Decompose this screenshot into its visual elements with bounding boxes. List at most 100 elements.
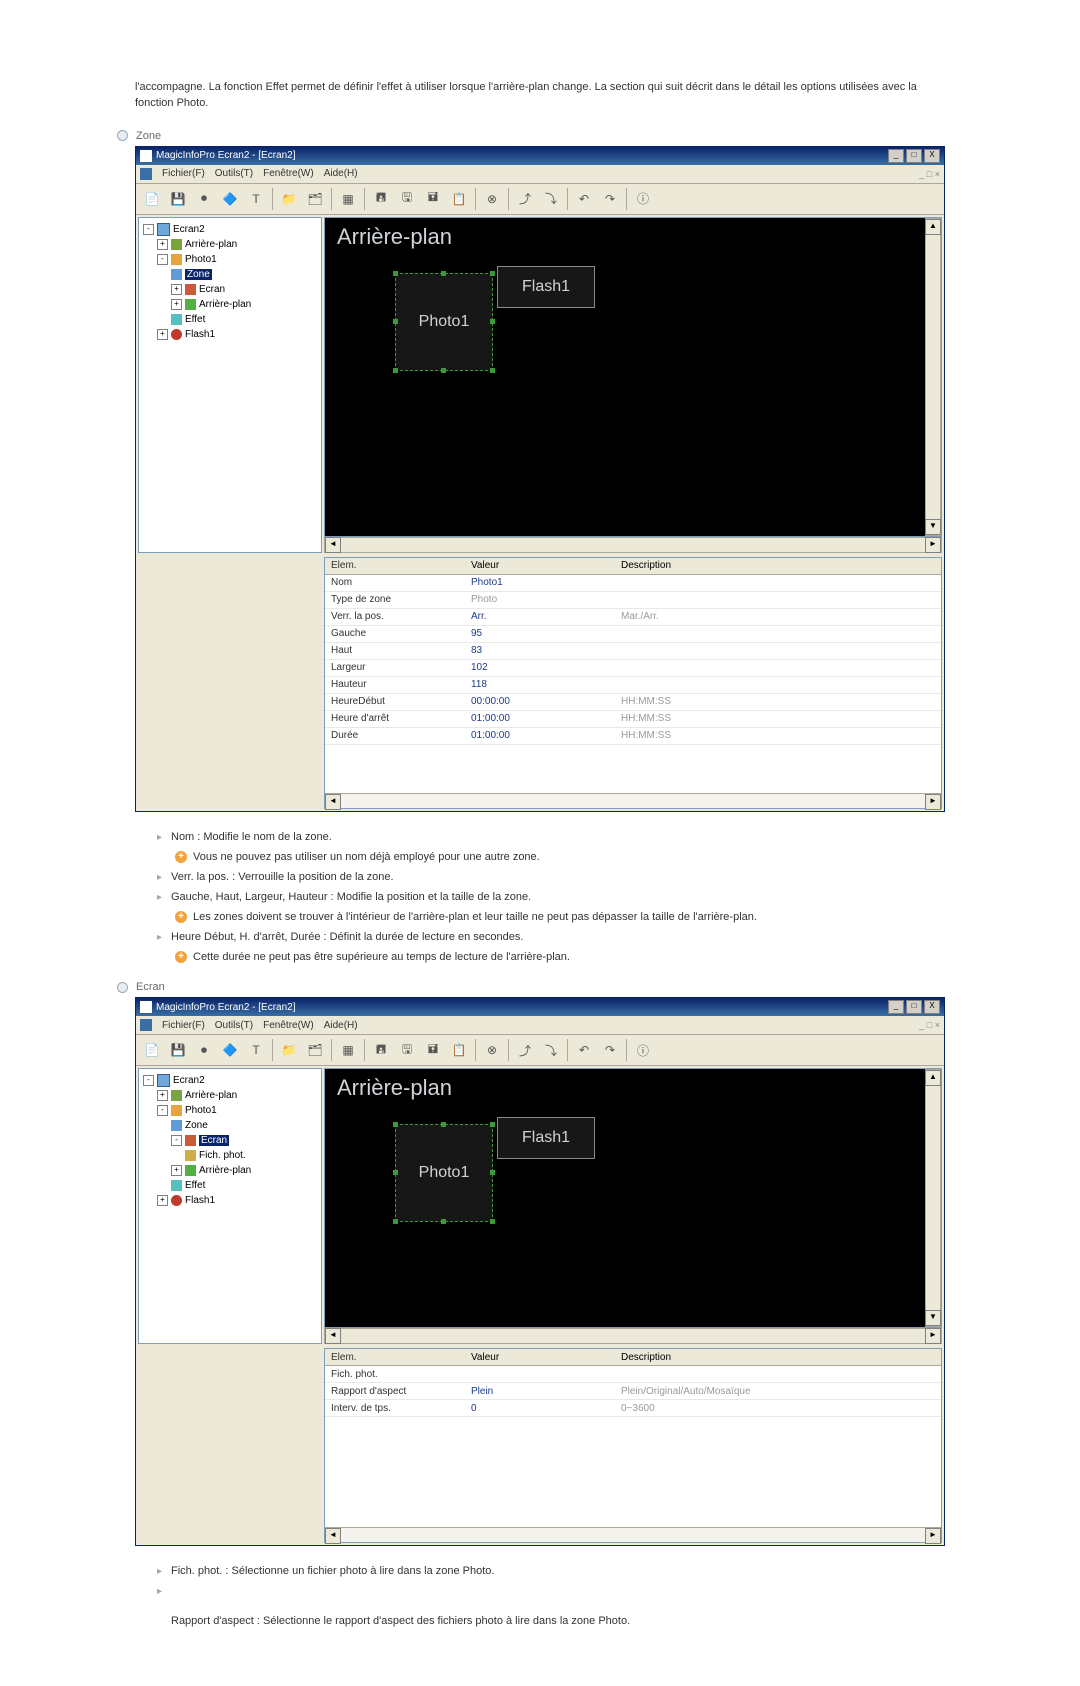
tree-flash1[interactable]: Flash1 (185, 1195, 215, 1206)
toolbar-button[interactable]: ⤴ (513, 187, 537, 211)
mdi-controls[interactable]: _ □ × (919, 1020, 940, 1030)
scroll-right-icon[interactable]: ► (925, 537, 941, 553)
collapse-icon[interactable]: - (143, 1075, 154, 1086)
toolbar-button[interactable]: ↶ (572, 1038, 596, 1062)
maximize-button[interactable]: □ (906, 1000, 922, 1014)
tree-pane[interactable]: -Ecran2 +Arrière-plan -Photo1 Zone +Ecra… (138, 217, 322, 553)
vertical-scrollbar[interactable]: ▲ ▼ (925, 1069, 941, 1327)
resize-handle-icon[interactable] (393, 368, 398, 373)
cell-value[interactable]: Photo1 (465, 577, 615, 588)
tree-effet[interactable]: Effet (185, 1180, 205, 1191)
menu-tools[interactable]: Outils(T) (215, 168, 253, 179)
cell-value[interactable]: Plein (465, 1386, 615, 1397)
toolbar-button[interactable]: 📋 (447, 187, 471, 211)
resize-handle-icon[interactable] (490, 368, 495, 373)
toolbar-button[interactable]: ⤵ (539, 1038, 563, 1062)
tree-arriere[interactable]: Arrière-plan (185, 239, 237, 250)
toolbar-button[interactable]: 📄 (140, 187, 164, 211)
collapse-icon[interactable]: - (157, 254, 168, 265)
resize-handle-icon[interactable] (393, 319, 398, 324)
scroll-down-icon[interactable]: ▼ (925, 1310, 941, 1326)
collapse-icon[interactable]: - (171, 1135, 182, 1146)
cell-value[interactable]: Arr. (465, 611, 615, 622)
maximize-button[interactable]: □ (906, 149, 922, 163)
cell-value[interactable]: 01:00:00 (465, 730, 615, 741)
resize-handle-icon[interactable] (441, 368, 446, 373)
scroll-up-icon[interactable]: ▲ (925, 1070, 941, 1086)
expand-icon[interactable]: + (157, 1090, 168, 1101)
resize-handle-icon[interactable] (441, 1219, 446, 1224)
resize-handle-icon[interactable] (490, 1219, 495, 1224)
toolbar-button[interactable]: 💾 (166, 187, 190, 211)
toolbar-button[interactable]: 📋 (447, 1038, 471, 1062)
toolbar-button[interactable]: T (244, 1038, 268, 1062)
resize-handle-icon[interactable] (393, 271, 398, 276)
scroll-left-icon[interactable]: ◄ (325, 1528, 341, 1544)
toolbar-button[interactable]: 💾 (166, 1038, 190, 1062)
toolbar-button[interactable]: ↷ (598, 1038, 622, 1062)
toolbar-button[interactable]: ↶ (572, 187, 596, 211)
toolbar-button[interactable]: 🔷 (218, 1038, 242, 1062)
cell-value[interactable]: 83 (465, 645, 615, 656)
scroll-track[interactable] (341, 794, 925, 808)
toolbar-button[interactable]: ⊗ (480, 187, 504, 211)
tree-zone[interactable]: Zone (185, 269, 212, 280)
menu-file[interactable]: Fichier(F) (162, 168, 205, 179)
tree-flash1[interactable]: Flash1 (185, 329, 215, 340)
table-scrollbar[interactable]: ◄ ► (325, 793, 941, 808)
expand-icon[interactable]: + (171, 284, 182, 295)
table-row[interactable]: HeureDébut00:00:00HH:MM:SS (325, 694, 941, 711)
tree-photo1[interactable]: Photo1 (185, 254, 217, 265)
vertical-scrollbar[interactable]: ▲ ▼ (925, 218, 941, 536)
cell-value[interactable]: 00:00:00 (465, 696, 615, 707)
table-scrollbar[interactable]: ◄ ► (325, 1527, 941, 1542)
close-button[interactable]: X (924, 149, 940, 163)
toolbar-button[interactable]: T (244, 187, 268, 211)
horizontal-scrollbar[interactable]: ◄ ► (324, 537, 942, 553)
menu-window[interactable]: Fenêtre(W) (263, 1020, 314, 1031)
toolbar-button[interactable]: ↷ (598, 187, 622, 211)
minimize-button[interactable]: _ (888, 1000, 904, 1014)
scroll-left-icon[interactable]: ◄ (325, 537, 341, 553)
toolbar-button[interactable]: 🔷 (218, 187, 242, 211)
cell-value[interactable]: 102 (465, 662, 615, 673)
tree-effet[interactable]: Effet (185, 314, 205, 325)
table-row[interactable]: Hauteur118 (325, 677, 941, 694)
scroll-left-icon[interactable]: ◄ (325, 794, 341, 810)
canvas-flash-box[interactable]: Flash1 (497, 266, 595, 308)
toolbar-button[interactable]: 🗂 (303, 187, 327, 211)
canvas[interactable]: Arrière-plan Photo1 Flash1 (324, 1068, 942, 1328)
toolbar-button[interactable]: 🗂 (303, 1038, 327, 1062)
minimize-button[interactable]: _ (888, 149, 904, 163)
toolbar-button[interactable]: ▦ (336, 1038, 360, 1062)
toolbar-button[interactable]: ⓘ (631, 187, 655, 211)
tree-ecran2[interactable]: Ecran2 (173, 1075, 205, 1086)
canvas-photo-box[interactable]: Photo1 (395, 1124, 493, 1222)
resize-handle-icon[interactable] (393, 1170, 398, 1175)
scroll-right-icon[interactable]: ► (925, 1328, 941, 1344)
resize-handle-icon[interactable] (441, 271, 446, 276)
table-row[interactable]: NomPhoto1 (325, 575, 941, 592)
toolbar-button[interactable]: ⓘ (631, 1038, 655, 1062)
tree-zone[interactable]: Zone (185, 1120, 208, 1131)
table-row[interactable]: Heure d'arrêt01:00:00HH:MM:SS (325, 711, 941, 728)
tree-photo1[interactable]: Photo1 (185, 1105, 217, 1116)
tree-ecran[interactable]: Ecran (199, 284, 225, 295)
table-row[interactable]: Type de zonePhoto (325, 592, 941, 609)
table-row[interactable]: Largeur102 (325, 660, 941, 677)
toolbar-button[interactable]: 🖪 (369, 1038, 393, 1062)
scroll-track[interactable] (341, 1528, 925, 1542)
toolbar-button[interactable]: 🖫 (395, 187, 419, 211)
tree-ecran[interactable]: Ecran (199, 1135, 229, 1146)
cell-value[interactable]: Photo (465, 594, 615, 605)
toolbar-button[interactable]: 📁 (277, 187, 301, 211)
resize-handle-icon[interactable] (393, 1122, 398, 1127)
scroll-right-icon[interactable]: ► (925, 1528, 941, 1544)
menu-tools[interactable]: Outils(T) (215, 1020, 253, 1031)
expand-icon[interactable]: + (157, 329, 168, 340)
menu-help[interactable]: Aide(H) (324, 1020, 358, 1031)
toolbar-button[interactable]: 🖫 (395, 1038, 419, 1062)
canvas-flash-box[interactable]: Flash1 (497, 1117, 595, 1159)
table-row[interactable]: Verr. la pos.Arr.Mar./Arr. (325, 609, 941, 626)
expand-icon[interactable]: + (157, 1195, 168, 1206)
